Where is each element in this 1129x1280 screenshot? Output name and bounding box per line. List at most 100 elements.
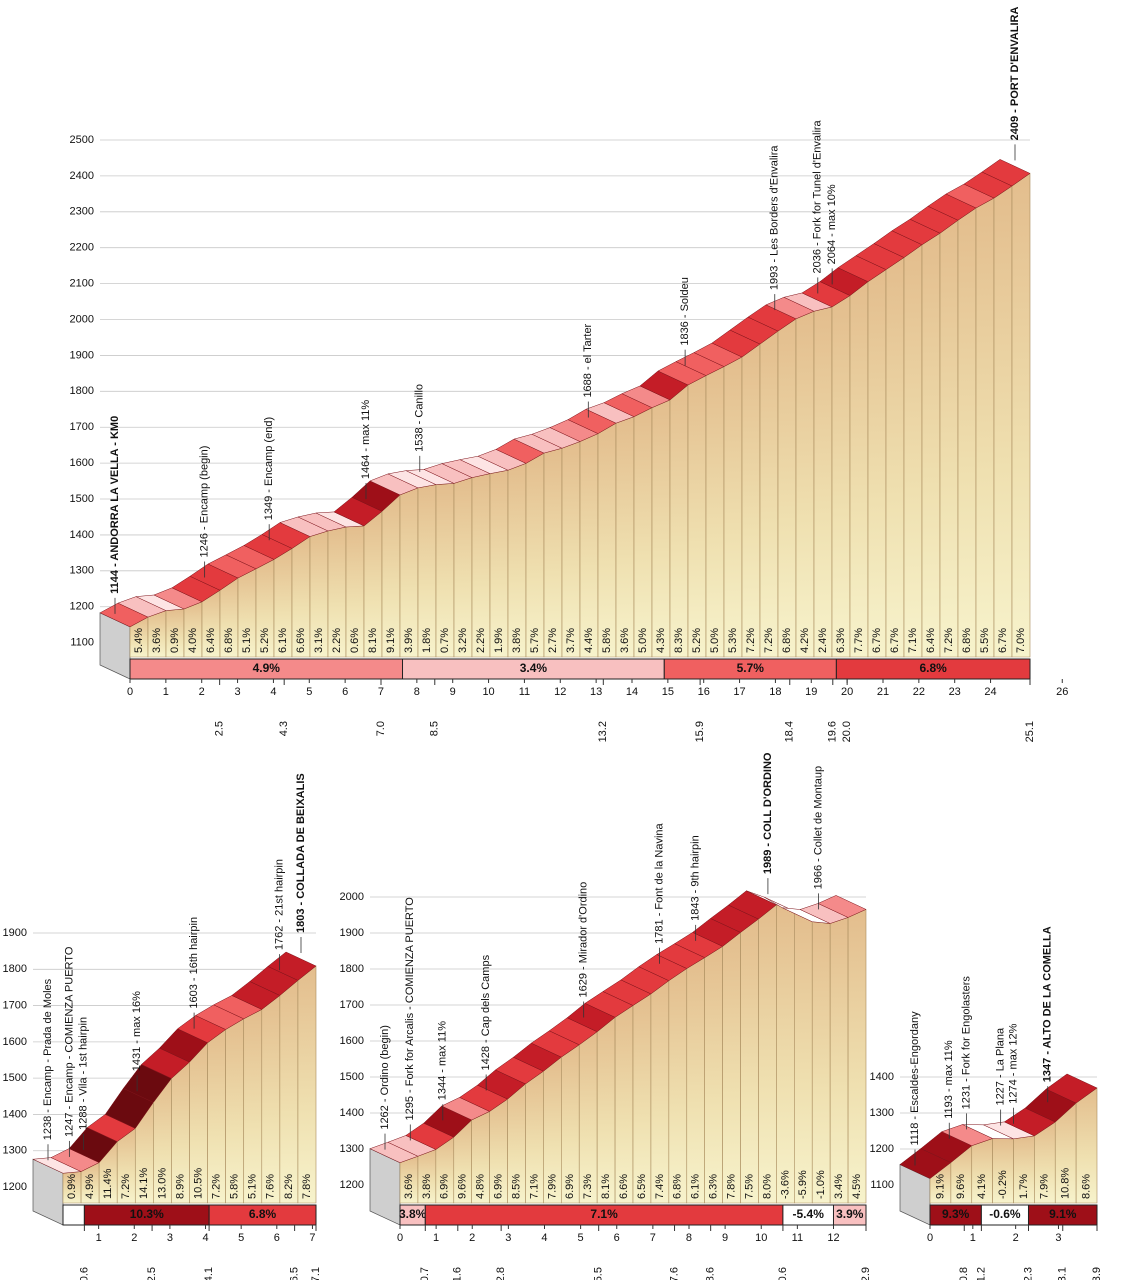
- gradient-label: 14.1%: [138, 1168, 150, 1199]
- profile-column: [687, 375, 707, 658]
- x-minor-tick-label: 2.5: [146, 1267, 158, 1280]
- waypoint-label: 1227 - La Plana: [995, 1027, 1007, 1106]
- section-label: 6.8%: [249, 1207, 277, 1221]
- x-tick-label: 2: [1013, 1232, 1019, 1244]
- gradient-label: -5.9%: [797, 1170, 809, 1199]
- gradient-label: -0.2%: [997, 1170, 1009, 1199]
- x-tick-label: 3: [235, 686, 241, 698]
- profile-column: [1011, 172, 1031, 658]
- x-tick-label: 9: [722, 1232, 728, 1244]
- gradient-label: 5.2%: [691, 628, 703, 653]
- x-tick-label: 6: [274, 1232, 280, 1244]
- waypoint-label: 2409 - PORT D'ENVALIRA: [1009, 6, 1021, 140]
- x-minor-tick-label: 8.5: [429, 721, 441, 736]
- section-label: 5.7%: [737, 661, 765, 675]
- section-label: 3.8%: [399, 1207, 427, 1221]
- x-tick-label: 12: [827, 1232, 839, 1244]
- gradient-label: 9.1%: [385, 628, 397, 653]
- profile-column: [794, 910, 813, 1204]
- profile-column: [579, 433, 599, 658]
- gradient-label: 6.7%: [871, 628, 883, 653]
- x-minor-tick-label: 1.6: [452, 1267, 464, 1280]
- x-tick-label: 21: [877, 686, 889, 698]
- y-tick-label: 2200: [70, 242, 94, 254]
- waypoint-label: 1262 - Ordino (begin): [379, 1025, 391, 1130]
- gradient-label: 7.9%: [546, 1174, 558, 1199]
- gradient-label: 7.8%: [301, 1174, 313, 1199]
- gradient-label: 7.1%: [907, 628, 919, 653]
- profile-column: [903, 244, 923, 658]
- y-tick-label: 1300: [870, 1107, 894, 1119]
- x-minor-tick-label: 0.6: [78, 1267, 90, 1280]
- gradient-label: 11.4%: [102, 1168, 114, 1199]
- waypoint-label: 1989 - COLL D'ORDINO: [762, 752, 774, 874]
- gradient-label: 3.6%: [403, 1174, 415, 1199]
- gradient-label: 4.5%: [851, 1174, 863, 1199]
- y-tick-label: 1800: [340, 963, 364, 975]
- x-tick-label: 7: [650, 1232, 656, 1244]
- gradient-label: 2.2%: [475, 628, 487, 653]
- y-tick-label: 1400: [870, 1071, 894, 1083]
- x-tick-label: 22: [913, 686, 925, 698]
- y-tick-label: 1200: [340, 1179, 364, 1191]
- waypoint-label: 1274 - max 12%: [1007, 1023, 1019, 1103]
- gradient-label: 4.3%: [655, 628, 667, 653]
- gradient-label: 13.0%: [156, 1168, 168, 1199]
- gradient-label: 5.8%: [601, 628, 613, 653]
- x-tick-label: 7: [378, 686, 384, 698]
- x-minor-tick-label: 0.8: [958, 1267, 970, 1280]
- waypoint-label: 1193 - max 11%: [943, 1040, 955, 1119]
- x-minor-tick-label: 18.4: [784, 721, 796, 742]
- gradient-label: 7.1%: [528, 1174, 540, 1199]
- gradient-label: 5.7%: [529, 628, 541, 653]
- gradient-label: 8.1%: [367, 628, 379, 653]
- profile-column: [632, 993, 652, 1204]
- profile-column: [614, 1004, 634, 1204]
- profile-column: [741, 343, 761, 658]
- x-tick-label: 17: [733, 686, 745, 698]
- gradient-label: 7.3%: [582, 1174, 594, 1199]
- x-minor-tick-label: 4.1: [203, 1267, 215, 1280]
- x-tick-label: 16: [698, 686, 710, 698]
- profile-column: [650, 980, 670, 1204]
- gradient-label: 7.2%: [211, 1174, 223, 1199]
- x-tick-label: 5: [306, 686, 312, 698]
- waypoint-label: 1247 - Encamp - COMIENZA PUERTO: [63, 946, 75, 1137]
- y-tick-label: 1200: [870, 1143, 894, 1155]
- waypoint-label: 1347 - ALTO DE LA COMELLA: [1042, 926, 1054, 1082]
- x-tick-label: 3: [505, 1232, 511, 1244]
- y-tick-label: 1400: [70, 529, 94, 541]
- waypoint-label: 1781 - Font de la Navina: [653, 822, 665, 943]
- profile-column: [957, 207, 977, 658]
- x-tick-label: 26: [1056, 686, 1068, 698]
- x-minor-tick-label: 2.3: [1022, 1267, 1034, 1280]
- profile-column: [759, 330, 779, 658]
- x-tick-label: 8: [414, 686, 420, 698]
- waypoint-label: 1464 - max 11%: [360, 400, 372, 480]
- waypoint-label: 1295 - Fork for Arcalis - COMIENZA PUERT…: [404, 897, 416, 1121]
- profile-column: [758, 904, 777, 1204]
- section-label: 9.3%: [942, 1207, 970, 1221]
- gradient-label: 7.5%: [743, 1174, 755, 1199]
- x-tick-label: 11: [792, 1232, 803, 1244]
- x-minor-tick-label: 5.5: [593, 1267, 605, 1280]
- x-tick-label: 4: [202, 1232, 208, 1244]
- gradient-label: 10.8%: [1060, 1168, 1072, 1199]
- profile-ribbon: [981, 159, 1031, 187]
- profile-column: [811, 921, 831, 1204]
- profile-column: [297, 965, 317, 1204]
- gradient-label: 6.9%: [564, 1174, 576, 1199]
- x-tick-label: 2: [469, 1232, 475, 1244]
- profile-column: [939, 219, 959, 658]
- x-minor-tick-label: 10.6: [777, 1267, 789, 1280]
- gradient-label: 6.6%: [618, 1174, 630, 1199]
- x-tick-label: 24: [984, 686, 996, 698]
- x-minor-tick-label: 13.2: [597, 721, 609, 742]
- y-tick-label: 1200: [3, 1181, 27, 1193]
- gradient-label: 8.3%: [673, 628, 685, 653]
- gradient-label: 3.8%: [511, 628, 523, 653]
- gradient-label: 5.1%: [241, 628, 253, 653]
- x-tick-label: 1: [96, 1232, 102, 1244]
- y-tick-label: 1300: [340, 1143, 364, 1155]
- section-box: [835, 658, 1031, 680]
